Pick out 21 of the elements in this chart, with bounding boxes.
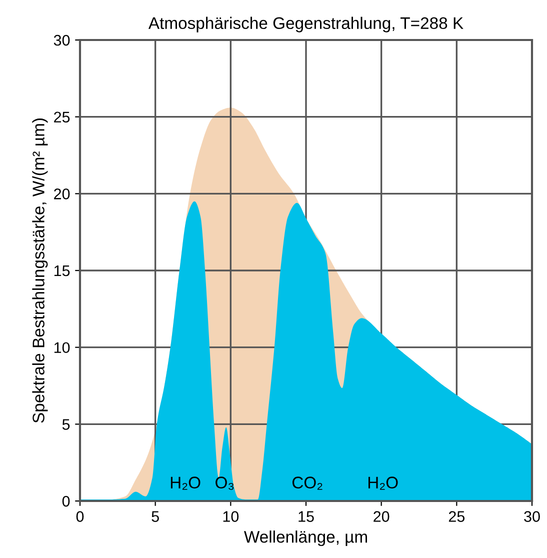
x-tick-label: 30 xyxy=(524,511,540,522)
annotation: CO₂ xyxy=(292,476,322,490)
y-tick-label: 25 xyxy=(54,112,70,123)
annotation: O₃ xyxy=(216,476,234,490)
y-tick-label: 5 xyxy=(62,419,70,430)
y-tick-label: 0 xyxy=(62,496,70,507)
y-axis-title: Spektrale Bestrahlungsstärke, W/(m² µm) xyxy=(32,118,48,423)
x-tick-label: 10 xyxy=(223,511,239,522)
y-tick-label: 15 xyxy=(54,266,70,276)
x-tick-label: 5 xyxy=(152,511,159,522)
chart-title: Atmosphärische Gegenstrahlung, T=288 K xyxy=(148,16,464,32)
annotation: H₂O xyxy=(170,476,200,490)
x-tick-label: 25 xyxy=(448,511,465,522)
y-tick-label: 30 xyxy=(54,34,70,46)
x-tick-label: 0 xyxy=(76,511,84,522)
x-tick-label: 15 xyxy=(298,511,314,522)
x-tick-label: 20 xyxy=(374,511,390,522)
y-tick-label: 10 xyxy=(54,342,70,354)
x-axis-title: Wellenlänge, µm xyxy=(244,530,367,546)
y-tick-label: 20 xyxy=(54,188,70,200)
annotation: H₂O xyxy=(368,476,398,490)
